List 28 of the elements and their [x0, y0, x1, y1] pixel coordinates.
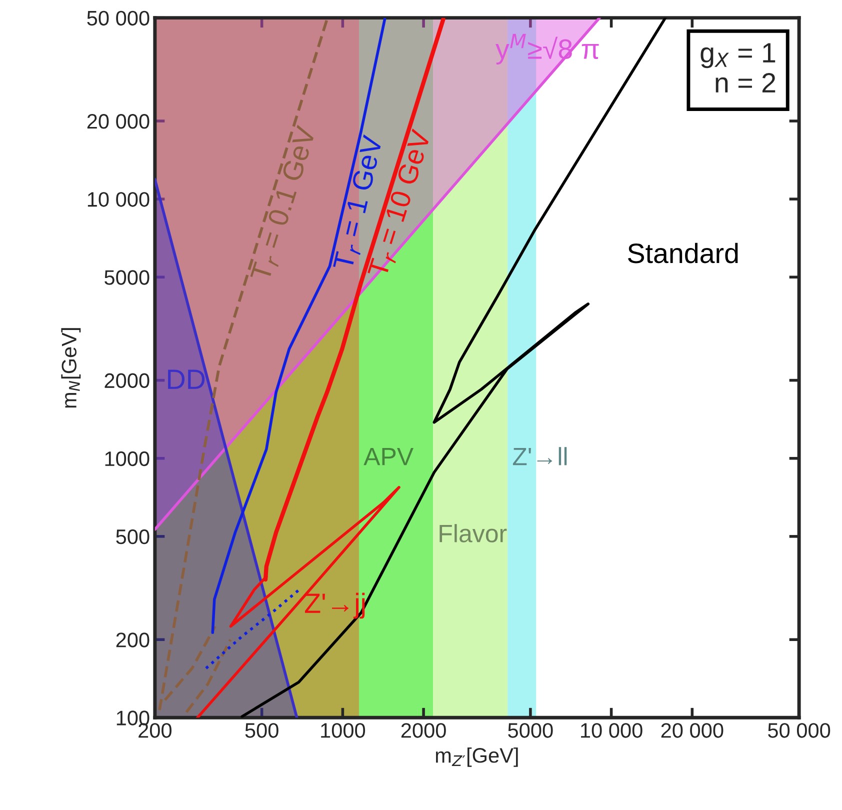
- x-tick-label: 1000: [321, 723, 366, 738]
- y-tick-label: 20 000: [87, 114, 150, 129]
- y-tick-label: 10 000: [88, 192, 150, 207]
- text: T$_{r}$ = 0.1 GeV: [250, 124, 320, 284]
- x-tick-label: 20 000: [661, 723, 724, 738]
- y-tick-label: 200: [116, 632, 150, 648]
- annotation: g$_{X}$ = 1 n = 2: [700, 43, 776, 92]
- band-label: Z'→ll: [512, 447, 567, 466]
- y-tick-label: 100: [116, 710, 150, 726]
- text: Standard: [628, 242, 738, 264]
- y-tick-label: 50 000: [87, 10, 150, 26]
- series-label: Z'→jj: [304, 592, 365, 619]
- x-tick-label: 200: [138, 723, 172, 738]
- x-tick-label: 500: [245, 723, 278, 738]
- y-tick-label: 1000: [105, 451, 150, 466]
- band-label: APV: [364, 448, 414, 466]
- band-label: Flavor: [440, 524, 507, 542]
- x-axis-title: m$_{Z′}$[GeV]: [436, 747, 518, 767]
- y-tick-label: 2000: [104, 373, 150, 388]
- x-tick-label: 50 000: [768, 723, 830, 738]
- y-tick-label: 500: [116, 529, 150, 544]
- series-label: DD: [168, 370, 205, 389]
- y-tick-label: 5000: [104, 270, 150, 285]
- x-tick-label: 5000: [508, 723, 553, 738]
- y-axis-title: m$_{N}$[GeV]: [61, 328, 81, 408]
- series-label: y$^{M}$≥√8 π: [496, 34, 599, 64]
- x-tick-label: 2000: [401, 723, 446, 738]
- x-tick-label: 10 000: [581, 723, 642, 738]
